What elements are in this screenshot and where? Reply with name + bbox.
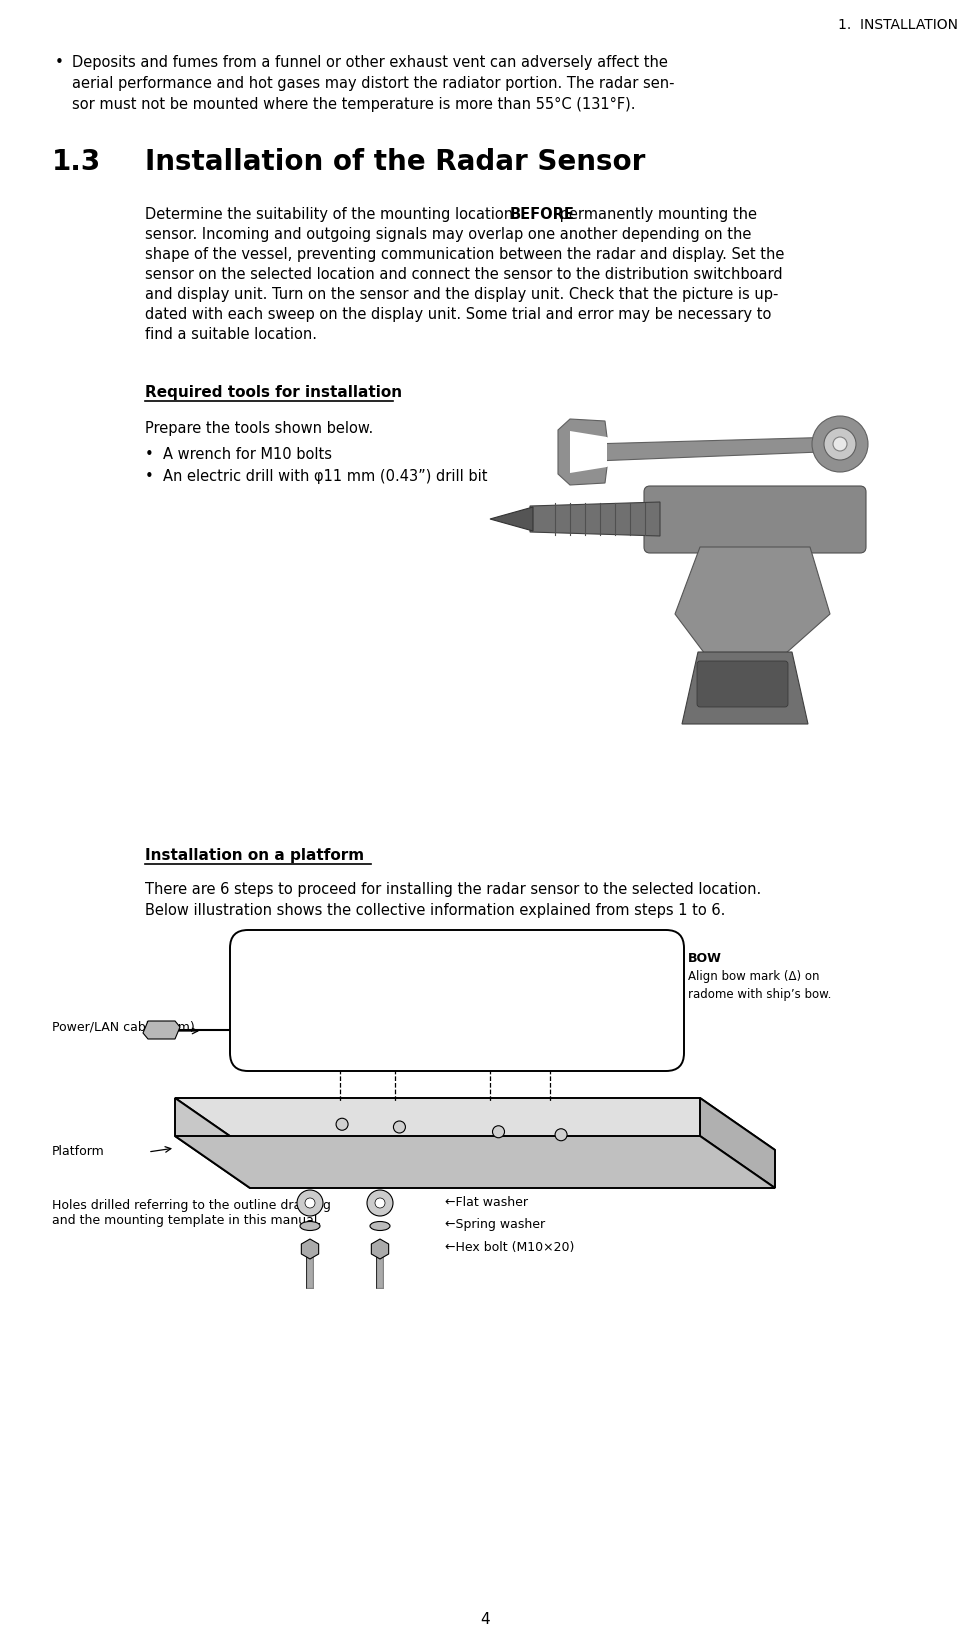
Circle shape — [393, 1121, 406, 1133]
Text: ←Flat washer: ←Flat washer — [445, 1195, 528, 1208]
Text: Prepare the tools shown below.: Prepare the tools shown below. — [145, 421, 373, 436]
Circle shape — [336, 1118, 348, 1131]
Text: sensor. Incoming and outgoing signals may overlap one another depending on the: sensor. Incoming and outgoing signals ma… — [145, 226, 752, 243]
Circle shape — [812, 416, 868, 472]
Circle shape — [833, 438, 847, 452]
Text: Holes drilled referring to the outline drawing: Holes drilled referring to the outline d… — [52, 1198, 331, 1211]
Polygon shape — [558, 420, 607, 485]
Text: Platform: Platform — [52, 1144, 105, 1157]
Polygon shape — [143, 1021, 180, 1039]
Polygon shape — [570, 431, 607, 474]
Text: •  An electric drill with φ11 mm (0.43”) drill bit: • An electric drill with φ11 mm (0.43”) … — [145, 469, 487, 484]
Text: Align bow mark (Δ) on
radome with ship’s bow.: Align bow mark (Δ) on radome with ship’s… — [688, 969, 831, 1000]
Polygon shape — [490, 508, 533, 531]
Text: shape of the vessel, preventing communication between the radar and display. Set: shape of the vessel, preventing communic… — [145, 247, 785, 262]
Circle shape — [555, 1129, 567, 1141]
Text: 1.  INSTALLATION: 1. INSTALLATION — [838, 18, 958, 33]
Ellipse shape — [370, 1221, 390, 1231]
Text: •  A wrench for M10 bolts: • A wrench for M10 bolts — [145, 447, 332, 462]
Text: permanently mounting the: permanently mounting the — [555, 207, 757, 221]
Circle shape — [492, 1126, 505, 1137]
Polygon shape — [530, 503, 660, 536]
Polygon shape — [682, 652, 808, 724]
FancyBboxPatch shape — [230, 931, 684, 1072]
Polygon shape — [175, 1098, 250, 1188]
Text: Determine the suitability of the mounting location: Determine the suitability of the mountin… — [145, 207, 518, 221]
FancyBboxPatch shape — [697, 662, 788, 708]
FancyBboxPatch shape — [644, 487, 866, 554]
Text: aerial performance and hot gases may distort the radiator portion. The radar sen: aerial performance and hot gases may dis… — [72, 75, 675, 90]
Text: and display unit. Turn on the sensor and the display unit. Check that the pictur: and display unit. Turn on the sensor and… — [145, 287, 779, 302]
Text: •: • — [55, 56, 64, 70]
Text: and the mounting template in this manual.: and the mounting template in this manual… — [52, 1213, 321, 1226]
Polygon shape — [175, 1098, 775, 1151]
Text: STERN: STERN — [252, 965, 294, 978]
Text: 1.3: 1.3 — [52, 148, 101, 175]
Circle shape — [375, 1198, 385, 1208]
Polygon shape — [590, 438, 845, 462]
Text: Required tools for installation: Required tools for installation — [145, 385, 402, 400]
Text: 4: 4 — [481, 1611, 489, 1626]
Text: Power/LAN cable (1 m): Power/LAN cable (1 m) — [52, 1021, 195, 1033]
Text: BEFORE: BEFORE — [510, 207, 575, 221]
Circle shape — [305, 1198, 315, 1208]
Text: dated with each sweep on the display unit. Some trial and error may be necessary: dated with each sweep on the display uni… — [145, 306, 771, 321]
Circle shape — [297, 1190, 323, 1216]
Polygon shape — [371, 1239, 388, 1259]
Text: Installation on a platform: Installation on a platform — [145, 847, 364, 862]
Text: ←Hex bolt (M10×20): ←Hex bolt (M10×20) — [445, 1241, 575, 1254]
Text: BOW: BOW — [688, 951, 721, 964]
Polygon shape — [675, 547, 830, 654]
Polygon shape — [175, 1136, 775, 1188]
Circle shape — [824, 429, 856, 461]
Circle shape — [367, 1190, 393, 1216]
Ellipse shape — [300, 1221, 320, 1231]
Text: sensor on the selected location and connect the sensor to the distribution switc: sensor on the selected location and conn… — [145, 267, 783, 282]
Text: There are 6 steps to proceed for installing the radar sensor to the selected loc: There are 6 steps to proceed for install… — [145, 882, 761, 897]
Text: Installation of the Radar Sensor: Installation of the Radar Sensor — [145, 148, 646, 175]
Text: find a suitable location.: find a suitable location. — [145, 326, 317, 343]
Text: ←Spring washer: ←Spring washer — [445, 1218, 545, 1231]
Polygon shape — [700, 1098, 775, 1188]
Text: sor must not be mounted where the temperature is more than 55°C (131°F).: sor must not be mounted where the temper… — [72, 97, 635, 111]
Text: →: → — [670, 957, 681, 969]
Text: Deposits and fumes from a funnel or other exhaust vent can adversely affect the: Deposits and fumes from a funnel or othe… — [72, 56, 668, 70]
Polygon shape — [301, 1239, 318, 1259]
Text: Below illustration shows the collective information explained from steps 1 to 6.: Below illustration shows the collective … — [145, 903, 725, 918]
